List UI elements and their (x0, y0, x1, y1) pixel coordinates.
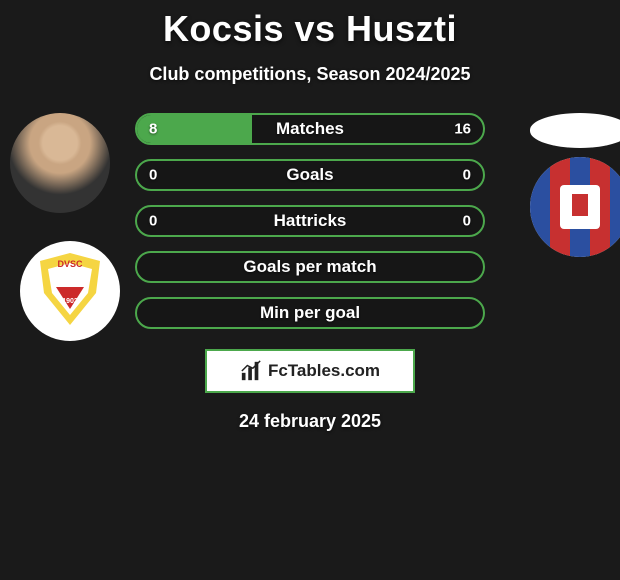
chart-icon (240, 360, 262, 382)
left-club-year: 1902 (62, 298, 78, 305)
stat-right-value: 0 (463, 167, 471, 184)
stat-label: Hattricks (274, 211, 347, 231)
comparison-panel: DVSC 1902 8 16 Matches 0 0 Goals 0 0 Hattricks Go… (0, 113, 620, 432)
subtitle: Club competitions, Season 2024/2025 (0, 64, 620, 85)
stat-label: Matches (276, 119, 344, 139)
stat-label: Goals per match (243, 257, 376, 277)
shield-icon: DVSC 1902 (38, 253, 102, 325)
stat-bar: Goals per match (135, 251, 485, 283)
stat-label: Min per goal (260, 303, 360, 323)
stripe (610, 157, 620, 257)
right-club-badge (530, 157, 620, 257)
stat-bar: 0 0 Goals (135, 159, 485, 191)
date-text: 24 february 2025 (0, 411, 620, 432)
stat-left-value: 8 (149, 121, 157, 138)
stat-bar: Min per goal (135, 297, 485, 329)
brand-box[interactable]: FcTables.com (205, 349, 415, 393)
left-club-short: DVSC (57, 259, 83, 269)
stripe (530, 157, 550, 257)
badge-inner (560, 185, 600, 229)
stat-label: Goals (286, 165, 333, 185)
stat-left-value: 0 (149, 213, 157, 230)
page-title: Kocsis vs Huszti (0, 0, 620, 50)
stat-right-value: 16 (454, 121, 471, 138)
stats-bars: 8 16 Matches 0 0 Goals 0 0 Hattricks Goals per ma… (135, 113, 485, 329)
brand-text: FcTables.com (268, 361, 380, 381)
left-club-badge: DVSC 1902 (20, 241, 120, 341)
stat-left-value: 0 (149, 167, 157, 184)
stat-right-value: 0 (463, 213, 471, 230)
castle-icon (572, 194, 588, 216)
stat-bar: 8 16 Matches (135, 113, 485, 145)
right-player-avatar (530, 113, 620, 148)
left-player-avatar (10, 113, 110, 213)
stat-bar: 0 0 Hattricks (135, 205, 485, 237)
